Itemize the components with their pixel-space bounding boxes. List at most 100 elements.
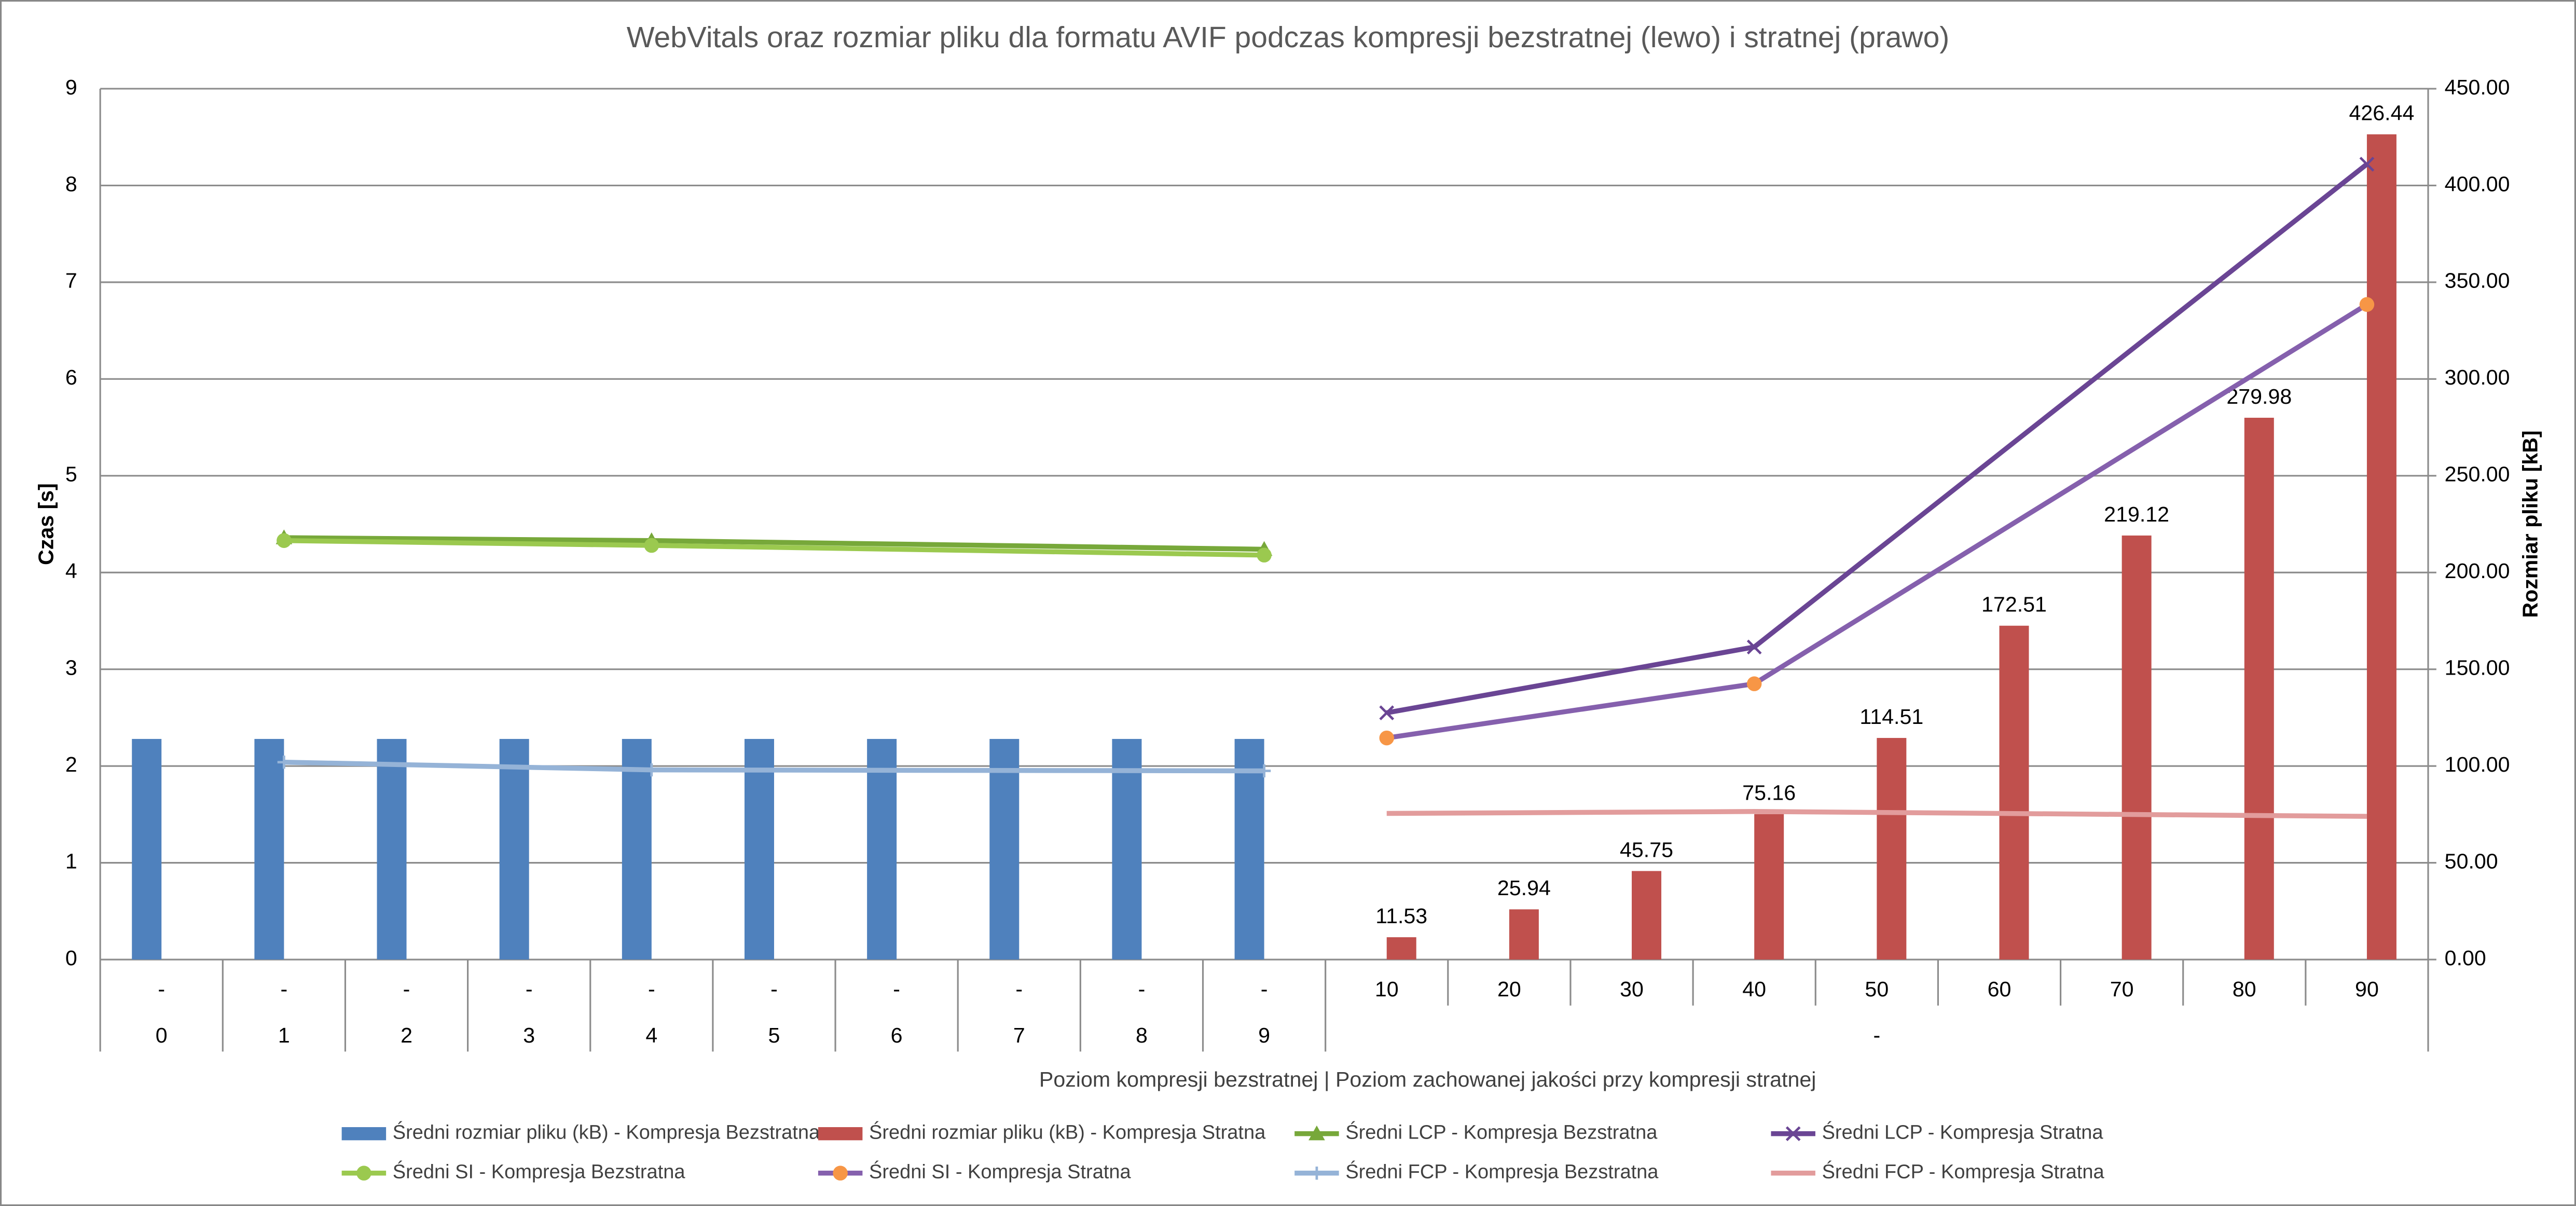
data-label: 45.75 bbox=[1620, 838, 1673, 861]
y2-tick-label: 250.00 bbox=[2445, 462, 2510, 486]
x-tick-label: 70 bbox=[2110, 977, 2134, 1001]
legend-label: Średni FCP - Kompresja Bezstratna bbox=[1345, 1160, 1659, 1183]
y2-tick-label: 100.00 bbox=[2445, 752, 2510, 776]
bar bbox=[499, 738, 529, 960]
legend-label: Średni SI - Kompresja Bezstratna bbox=[393, 1160, 686, 1183]
x-group-label: 5 bbox=[768, 1023, 780, 1047]
x-tick-label: - bbox=[158, 977, 165, 1001]
x-tick-label: 50 bbox=[1865, 977, 1889, 1001]
data-label: 279.98 bbox=[2226, 385, 2292, 408]
x-tick-label: - bbox=[1138, 977, 1146, 1001]
x-axis-title: Poziom kompresji bezstratnej | Poziom za… bbox=[1039, 1067, 1816, 1091]
legend-label: Średni SI - Kompresja Stratna bbox=[869, 1160, 1131, 1183]
x-tick-label: 40 bbox=[1742, 977, 1766, 1001]
x-tick-label: - bbox=[1015, 977, 1023, 1001]
legend-swatch bbox=[818, 1127, 863, 1141]
x-group-label: 8 bbox=[1136, 1023, 1148, 1047]
marker bbox=[1379, 730, 1394, 746]
bar bbox=[867, 738, 897, 960]
y-tick-label: 5 bbox=[65, 462, 77, 486]
x-tick-label: 10 bbox=[1375, 977, 1399, 1001]
y2-tick-label: 150.00 bbox=[2445, 656, 2510, 680]
x-tick-label: - bbox=[281, 977, 288, 1001]
y2-tick-label: 200.00 bbox=[2445, 559, 2510, 583]
marker bbox=[1257, 764, 1271, 778]
data-label: 426.44 bbox=[2349, 101, 2414, 125]
bar bbox=[989, 738, 1020, 960]
legend-label: Średni LCP - Kompresja Stratna bbox=[1822, 1120, 2104, 1144]
y-tick-label: 4 bbox=[65, 559, 77, 583]
marker bbox=[1310, 1167, 1324, 1180]
legend-label: Średni LCP - Kompresja Bezstratna bbox=[1345, 1120, 1658, 1144]
x-tick-label: - bbox=[648, 977, 655, 1001]
marker bbox=[356, 1166, 371, 1181]
bar bbox=[2366, 134, 2396, 960]
line bbox=[1386, 809, 2367, 819]
x-group-label: - bbox=[1873, 1023, 1880, 1047]
data-label: 114.51 bbox=[1859, 705, 1923, 729]
bar bbox=[1754, 814, 1784, 960]
data-label: 75.16 bbox=[1742, 781, 1796, 805]
bar bbox=[1999, 625, 2029, 960]
legend-label: Średni rozmiar pliku (kB) - Kompresja St… bbox=[869, 1120, 1266, 1144]
data-label: 11.53 bbox=[1375, 904, 1427, 928]
bar bbox=[1112, 738, 1142, 960]
legend-label: Średni rozmiar pliku (kB) - Kompresja Be… bbox=[393, 1120, 820, 1144]
x-tick-label: 80 bbox=[2233, 977, 2256, 1001]
bar bbox=[622, 738, 652, 960]
x-group-label: 1 bbox=[278, 1023, 290, 1047]
marker bbox=[1257, 547, 1272, 563]
x-tick-label: - bbox=[526, 977, 533, 1001]
bar bbox=[1509, 909, 1539, 960]
bar bbox=[2122, 535, 2152, 960]
x-group-label: 2 bbox=[401, 1023, 412, 1047]
marker bbox=[1379, 705, 1395, 720]
y-tick-label: 8 bbox=[65, 172, 77, 196]
marker bbox=[1746, 639, 1762, 655]
y-tick-label: 1 bbox=[65, 849, 77, 873]
data-label: 219.12 bbox=[2104, 502, 2169, 526]
bar bbox=[377, 738, 407, 960]
y-axis-title: Czas [s] bbox=[34, 483, 58, 565]
bar bbox=[1877, 738, 1907, 960]
x-tick-label: 60 bbox=[1988, 977, 2012, 1001]
x-tick-label: 90 bbox=[2355, 977, 2379, 1001]
y2-tick-label: 300.00 bbox=[2445, 365, 2510, 389]
y2-axis-title: Rozmiar pliku [kB] bbox=[2518, 430, 2542, 618]
bar bbox=[1632, 871, 1662, 960]
x-tick-label: - bbox=[403, 977, 410, 1001]
x-group-label: 7 bbox=[1013, 1023, 1025, 1047]
x-tick-label: - bbox=[893, 977, 900, 1001]
x-tick-label: 20 bbox=[1497, 977, 1521, 1001]
y2-tick-label: 450.00 bbox=[2445, 75, 2510, 99]
bar bbox=[1386, 937, 1416, 960]
bar bbox=[132, 738, 162, 960]
marker bbox=[644, 538, 659, 553]
marker bbox=[2359, 297, 2375, 312]
data-label: 25.94 bbox=[1497, 876, 1551, 900]
x-tick-label: - bbox=[770, 977, 778, 1001]
x-group-label: 3 bbox=[523, 1023, 535, 1047]
x-group-label: 9 bbox=[1258, 1023, 1270, 1047]
x-group-label: 4 bbox=[645, 1023, 657, 1047]
legend-swatch bbox=[341, 1127, 387, 1141]
y-tick-label: 6 bbox=[65, 365, 77, 389]
marker bbox=[645, 763, 658, 777]
marker bbox=[277, 756, 291, 769]
bar bbox=[744, 738, 774, 960]
bar bbox=[2244, 417, 2274, 960]
y-tick-label: 9 bbox=[65, 75, 77, 99]
marker bbox=[833, 1166, 848, 1181]
y-tick-label: 2 bbox=[65, 752, 77, 776]
marker bbox=[1308, 1125, 1325, 1141]
x-group-label: 6 bbox=[891, 1023, 903, 1047]
chart-title: WebVitals oraz rozmiar pliku dla formatu… bbox=[627, 21, 1950, 54]
bar bbox=[1234, 738, 1264, 960]
marker bbox=[1785, 1126, 1801, 1142]
data-label: 172.51 bbox=[1981, 593, 2047, 616]
y2-tick-label: 350.00 bbox=[2445, 269, 2510, 293]
legend-label: Średni FCP - Kompresja Stratna bbox=[1822, 1160, 2105, 1183]
x-group-label: 0 bbox=[156, 1023, 168, 1047]
